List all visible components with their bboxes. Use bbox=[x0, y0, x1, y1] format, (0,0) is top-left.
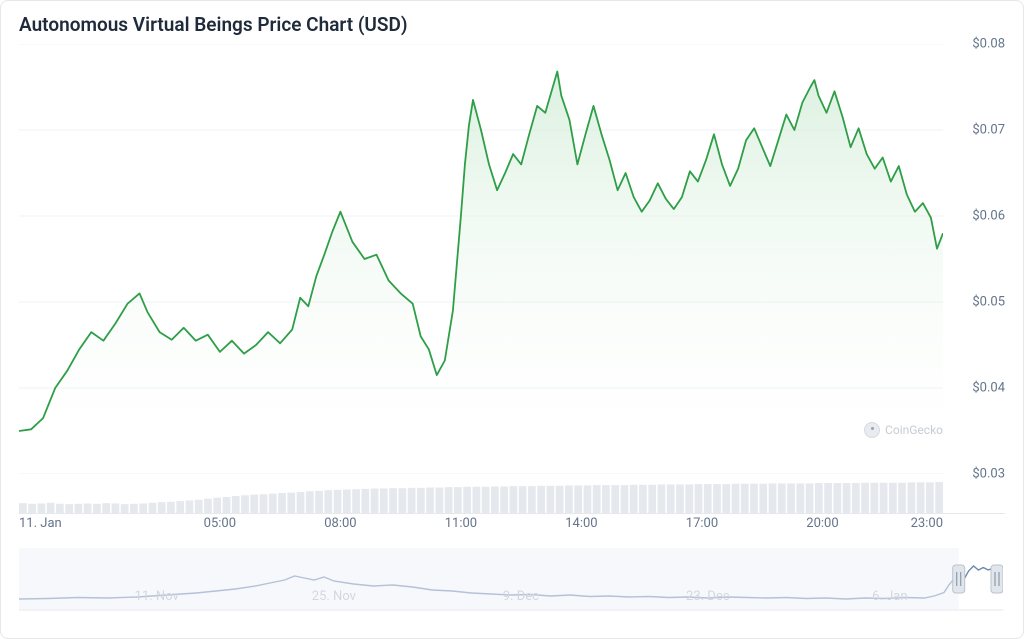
y-tick-label: $0.04 bbox=[972, 381, 1005, 396]
coingecko-icon bbox=[864, 422, 880, 438]
x-tick-label: 17:00 bbox=[686, 516, 718, 531]
price-area-svg bbox=[19, 44, 943, 474]
x-tick-label: 05:00 bbox=[204, 516, 236, 531]
y-tick-label: $0.08 bbox=[972, 37, 1005, 52]
volume-svg bbox=[19, 480, 943, 514]
overview-navigator[interactable]: 11. Nov25. Nov9. Dec23. Dec6. Jan bbox=[19, 548, 1005, 618]
watermark-label: CoinGecko bbox=[885, 423, 943, 437]
overview-svg: 11. Nov25. Nov9. Dec23. Dec6. Jan bbox=[19, 548, 1003, 618]
watermark: CoinGecko bbox=[864, 422, 943, 438]
volume-bars bbox=[19, 480, 1005, 514]
x-tick-label: 14:00 bbox=[565, 516, 597, 531]
x-tick-label: 11:00 bbox=[445, 516, 477, 531]
main-price-chart[interactable]: $0.03$0.04$0.05$0.06$0.07$0.08 CoinGecko bbox=[19, 44, 1005, 474]
range-handle[interactable] bbox=[991, 565, 1003, 593]
y-tick-label: $0.07 bbox=[972, 123, 1005, 138]
x-axis: 11. Jan 05:00 08:00 11:00 14:00 17:00 20:00 23:… bbox=[19, 516, 943, 538]
x-tick-label: 08:00 bbox=[324, 516, 356, 531]
y-tick-label: $0.06 bbox=[972, 209, 1005, 224]
x-tick-label: 23:00 bbox=[911, 516, 943, 531]
y-tick-label: $0.05 bbox=[972, 295, 1005, 310]
x-tick-label: 20:00 bbox=[806, 516, 838, 531]
x-tick-label: 11. Jan bbox=[19, 516, 62, 531]
range-handle[interactable] bbox=[953, 565, 965, 593]
chart-title: Autonomous Virtual Beings Price Chart (U… bbox=[19, 13, 1005, 36]
